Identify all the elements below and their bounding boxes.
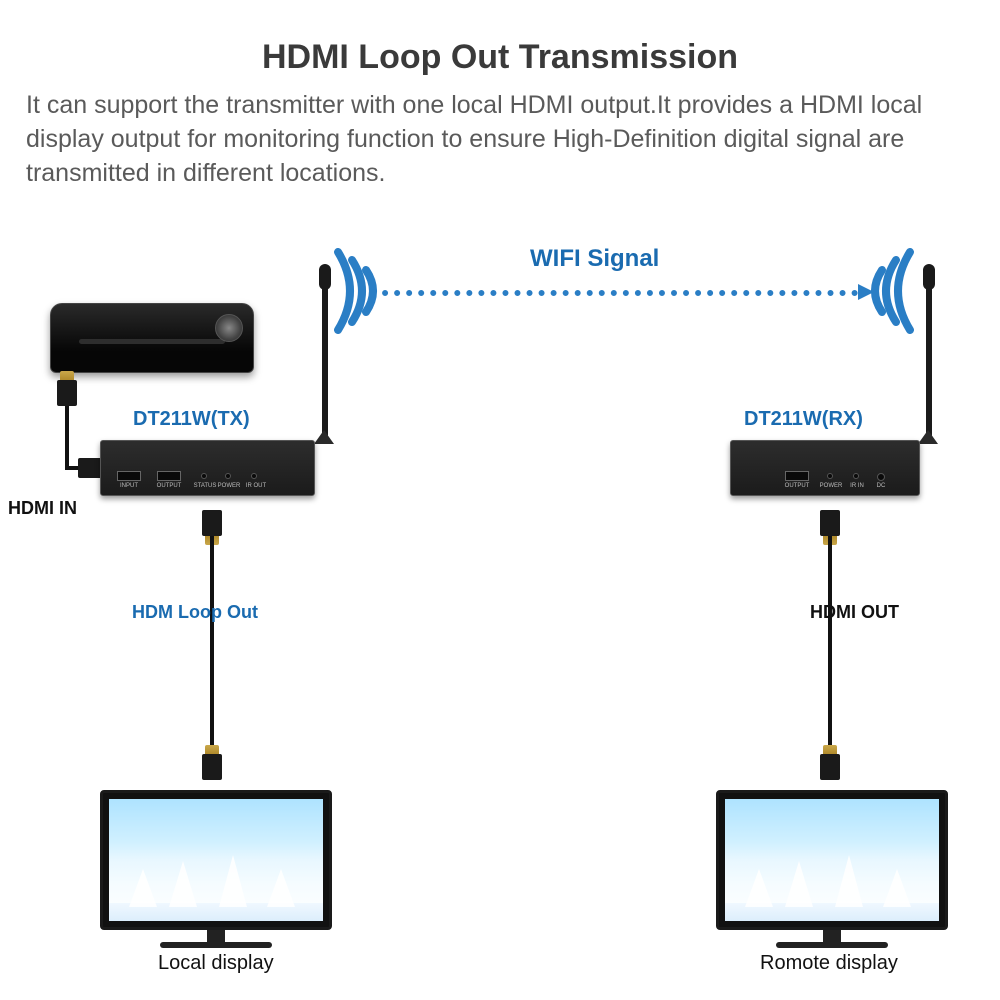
rx-port-dc-label: DC: [871, 483, 891, 489]
remote-display-tv: [716, 790, 948, 930]
source-player-device: [50, 303, 254, 373]
wifi-signal-label: WIFI Signal: [530, 245, 659, 273]
hdmi-cable-segment: [828, 536, 832, 754]
hdmi-plug-icon: [820, 510, 840, 536]
wifi-dotted-line: [358, 290, 858, 296]
hdmi-plug-icon: [57, 380, 77, 406]
local-display-caption: Local display: [158, 952, 274, 975]
rx-port-output-label: OUTPUT: [779, 483, 815, 489]
tx-port-irout-label: IR OUT: [241, 483, 271, 489]
hdmi-plug-icon: [202, 754, 222, 780]
description-text: It can support the transmitter with one …: [0, 77, 1000, 190]
tx-model-label: DT211W(TX): [133, 408, 250, 431]
hdmi-plug-icon: [820, 754, 840, 780]
tx-device: INPUT OUTPUT STATUS POWER IR OUT: [100, 440, 315, 496]
page-title: HDMI Loop Out Transmission: [0, 0, 1000, 77]
tx-port-output-label: OUTPUT: [151, 483, 187, 489]
loop-out-label: HDM Loop Out: [132, 602, 258, 623]
rx-port-irin-label: IR IN: [845, 483, 869, 489]
hdmi-cable-segment: [65, 406, 69, 466]
hdmi-cable-segment: [65, 466, 79, 470]
rx-antenna-base-icon: [918, 430, 938, 444]
rx-model-label: DT211W(RX): [744, 408, 863, 431]
hdmi-cable-segment: [210, 536, 214, 754]
rx-port-power-label: POWER: [817, 483, 845, 489]
tx-antenna-base-icon: [314, 430, 334, 444]
hdmi-in-label: HDMI IN: [8, 498, 77, 519]
tx-port-input-label: INPUT: [113, 483, 145, 489]
wifi-arc-left-icon: [332, 248, 382, 334]
tx-antenna-icon: [322, 268, 328, 438]
local-display-tv: [100, 790, 332, 930]
rx-antenna-icon: [926, 268, 932, 438]
hdmi-out-label: HDMI OUT: [810, 602, 899, 623]
wifi-arc-right-icon: [866, 248, 916, 334]
tv-stand-icon: [776, 942, 888, 948]
hdmi-plug-icon: [202, 510, 222, 536]
rx-device: OUTPUT POWER IR IN DC: [730, 440, 920, 496]
tv-stand-icon: [160, 942, 272, 948]
remote-display-caption: Romote display: [760, 952, 898, 975]
tx-port-power-label: POWER: [215, 483, 243, 489]
